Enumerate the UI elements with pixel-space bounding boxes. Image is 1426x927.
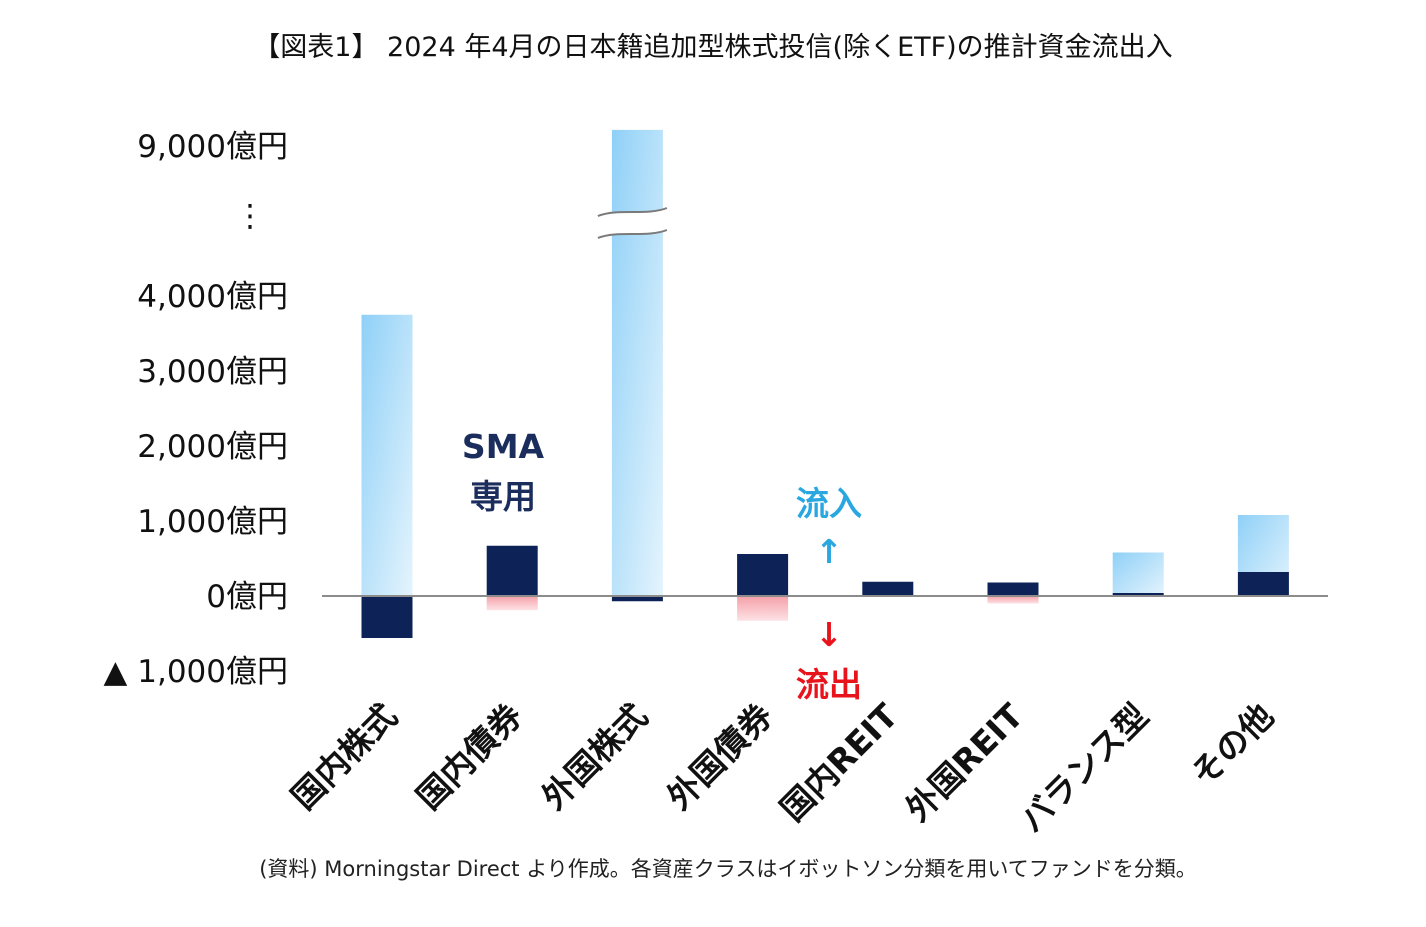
- sma-bar: [361, 596, 413, 638]
- inflow-bar: [611, 129, 663, 596]
- y-tick-0: 0億円: [206, 579, 288, 615]
- category-label: 国内債券: [409, 695, 531, 817]
- outflow-label: 流出: [796, 665, 862, 704]
- y-tick-1000: 1,000億円: [137, 504, 288, 540]
- y-tick-2000: 2,000億円: [137, 429, 288, 465]
- sma-bar: [987, 582, 1039, 596]
- sma-label-line2: 専用: [470, 477, 536, 516]
- inflow-annotation: 流入 ↑: [796, 484, 862, 571]
- axis-break-line: [597, 207, 668, 217]
- y-tick-9000: 9,000億円: [137, 129, 288, 165]
- y-tick-break-dots: ⋮: [235, 198, 266, 234]
- category-label: 外国REIT: [898, 696, 1031, 829]
- sma-bar: [862, 581, 914, 596]
- sma-bar: [1112, 593, 1164, 596]
- category-label: その他: [1183, 696, 1281, 794]
- sma-label-line1: SMA: [462, 427, 545, 466]
- inflow-bar: [361, 314, 413, 596]
- sma-bar: [737, 554, 789, 596]
- outflow-annotation: ↓ 流出: [796, 615, 862, 704]
- outflow-bar: [486, 596, 538, 611]
- inflow-label: 流入: [796, 484, 862, 523]
- bars-layer: [361, 129, 1289, 638]
- inflow-arrow-icon: ↑: [815, 532, 843, 571]
- category-label: バランス型: [1012, 696, 1156, 840]
- sma-bar: [1237, 572, 1289, 596]
- y-tick-minus-1000: ▲ 1,000億円: [104, 654, 288, 690]
- sma-bar: [486, 545, 538, 596]
- source-note: (資料) Morningstar Direct より作成。各資産クラスはイボット…: [259, 857, 1197, 881]
- outflow-arrow-icon: ↓: [815, 615, 843, 654]
- y-tick-3000: 3,000億円: [137, 354, 288, 390]
- inflow-bar: [1112, 552, 1164, 596]
- axis-break-line: [597, 229, 668, 239]
- chart-title: 【図表1】 2024 年4月の日本籍追加型株式投信(除くETF)の推計資金流出入: [253, 32, 1172, 63]
- category-label: 外国株式: [534, 696, 655, 817]
- y-axis-ticks: 9,000億円 ⋮ 4,000億円 3,000億円 2,000億円 1,000億…: [104, 129, 288, 690]
- sma-bar: [611, 596, 663, 602]
- category-label: 国内REIT: [773, 696, 906, 829]
- outflow-bar: [987, 596, 1039, 604]
- y-tick-4000: 4,000億円: [137, 279, 288, 315]
- sma-annotation: SMA 専用: [462, 427, 545, 516]
- category-label: 国内株式: [284, 696, 405, 817]
- axis-break-gap: [597, 208, 667, 238]
- outflow-bar: [737, 596, 789, 621]
- category-label: 外国債券: [659, 695, 781, 817]
